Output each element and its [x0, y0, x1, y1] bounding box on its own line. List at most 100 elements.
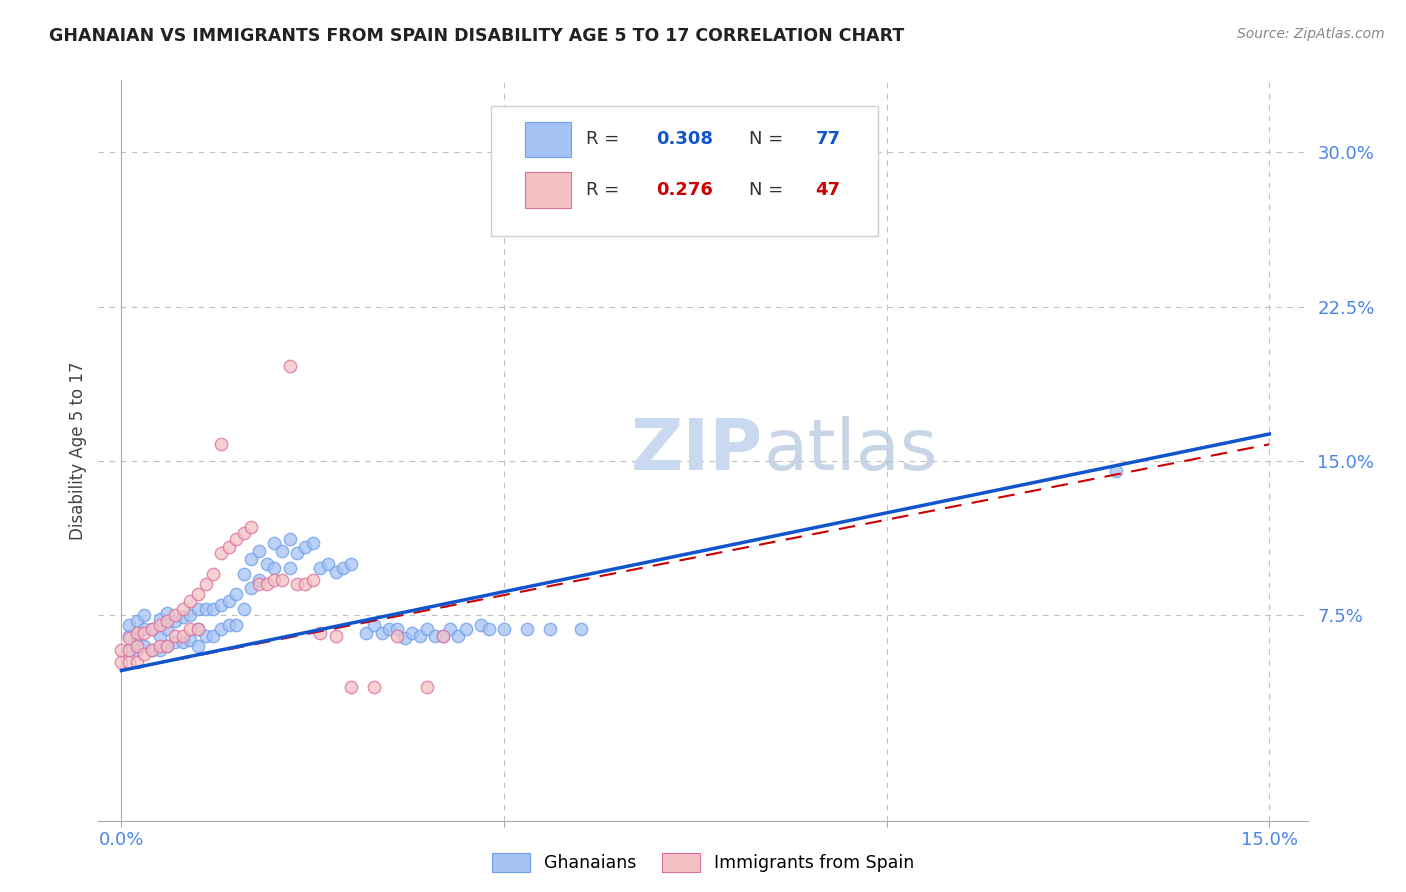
- Point: [118, 643, 141, 657]
- Point: [187, 602, 209, 616]
- Point: [309, 560, 332, 574]
- Point: [202, 566, 225, 581]
- Point: [263, 560, 285, 574]
- Y-axis label: Disability Age 5 to 17: Disability Age 5 to 17: [69, 361, 87, 540]
- Point: [240, 519, 263, 533]
- Point: [179, 632, 201, 647]
- Point: [454, 623, 477, 637]
- Point: [209, 623, 232, 637]
- Point: [202, 602, 225, 616]
- Text: ZIP: ZIP: [631, 416, 763, 485]
- Point: [125, 655, 148, 669]
- Point: [1105, 464, 1128, 478]
- Point: [187, 639, 209, 653]
- Point: [478, 623, 501, 637]
- Point: [163, 634, 186, 648]
- Point: [125, 614, 148, 628]
- Point: [378, 623, 401, 637]
- Point: [538, 623, 561, 637]
- Point: [194, 629, 217, 643]
- Point: [225, 618, 247, 632]
- Point: [149, 629, 172, 643]
- Point: [309, 626, 332, 640]
- Point: [179, 623, 201, 637]
- Point: [118, 618, 141, 632]
- Point: [232, 602, 254, 616]
- Point: [218, 618, 240, 632]
- Point: [301, 536, 323, 550]
- Text: N =: N =: [749, 130, 789, 148]
- Text: R =: R =: [586, 130, 624, 148]
- Point: [172, 634, 194, 648]
- Point: [263, 536, 285, 550]
- Text: N =: N =: [749, 181, 789, 199]
- Point: [409, 629, 432, 643]
- Point: [202, 629, 225, 643]
- Point: [271, 544, 294, 558]
- Point: [194, 602, 217, 616]
- Point: [416, 680, 439, 694]
- FancyBboxPatch shape: [526, 121, 571, 157]
- Point: [149, 612, 172, 626]
- FancyBboxPatch shape: [492, 106, 879, 235]
- Point: [156, 639, 179, 653]
- Point: [209, 437, 232, 451]
- Text: GHANAIAN VS IMMIGRANTS FROM SPAIN DISABILITY AGE 5 TO 17 CORRELATION CHART: GHANAIAN VS IMMIGRANTS FROM SPAIN DISABI…: [49, 27, 904, 45]
- Point: [363, 618, 385, 632]
- Point: [439, 623, 461, 637]
- Point: [247, 544, 270, 558]
- Point: [141, 623, 163, 637]
- Point: [125, 643, 148, 657]
- Point: [370, 626, 392, 640]
- Point: [134, 607, 156, 622]
- Point: [294, 577, 316, 591]
- Point: [149, 643, 172, 657]
- Point: [179, 607, 201, 622]
- Point: [163, 614, 186, 628]
- Point: [172, 610, 194, 624]
- Point: [125, 629, 148, 643]
- Point: [163, 607, 186, 622]
- Point: [325, 565, 347, 579]
- Text: 0.276: 0.276: [655, 181, 713, 199]
- Point: [141, 643, 163, 657]
- FancyBboxPatch shape: [526, 172, 571, 208]
- Text: 77: 77: [815, 130, 841, 148]
- Point: [134, 623, 156, 637]
- Point: [172, 602, 194, 616]
- Point: [394, 631, 416, 645]
- Point: [416, 623, 439, 637]
- Point: [172, 629, 194, 643]
- Point: [385, 623, 408, 637]
- Point: [156, 639, 179, 653]
- Point: [516, 623, 538, 637]
- Point: [325, 629, 347, 643]
- Point: [232, 566, 254, 581]
- Text: 0.308: 0.308: [655, 130, 713, 148]
- Point: [363, 680, 385, 694]
- Point: [287, 577, 309, 591]
- Point: [156, 623, 179, 637]
- Point: [149, 639, 172, 653]
- Point: [179, 593, 201, 607]
- Point: [149, 618, 172, 632]
- Point: [247, 577, 270, 591]
- Point: [263, 573, 285, 587]
- Point: [218, 540, 240, 554]
- Point: [447, 629, 470, 643]
- Point: [278, 359, 301, 373]
- Point: [423, 629, 446, 643]
- Point: [356, 626, 378, 640]
- Point: [125, 639, 148, 653]
- Point: [278, 532, 301, 546]
- Point: [316, 557, 339, 571]
- Point: [218, 593, 240, 607]
- Point: [110, 643, 132, 657]
- Point: [118, 631, 141, 645]
- Point: [141, 643, 163, 657]
- Point: [134, 626, 156, 640]
- Point: [470, 618, 492, 632]
- Point: [125, 626, 148, 640]
- Point: [134, 647, 156, 661]
- Text: atlas: atlas: [763, 416, 938, 485]
